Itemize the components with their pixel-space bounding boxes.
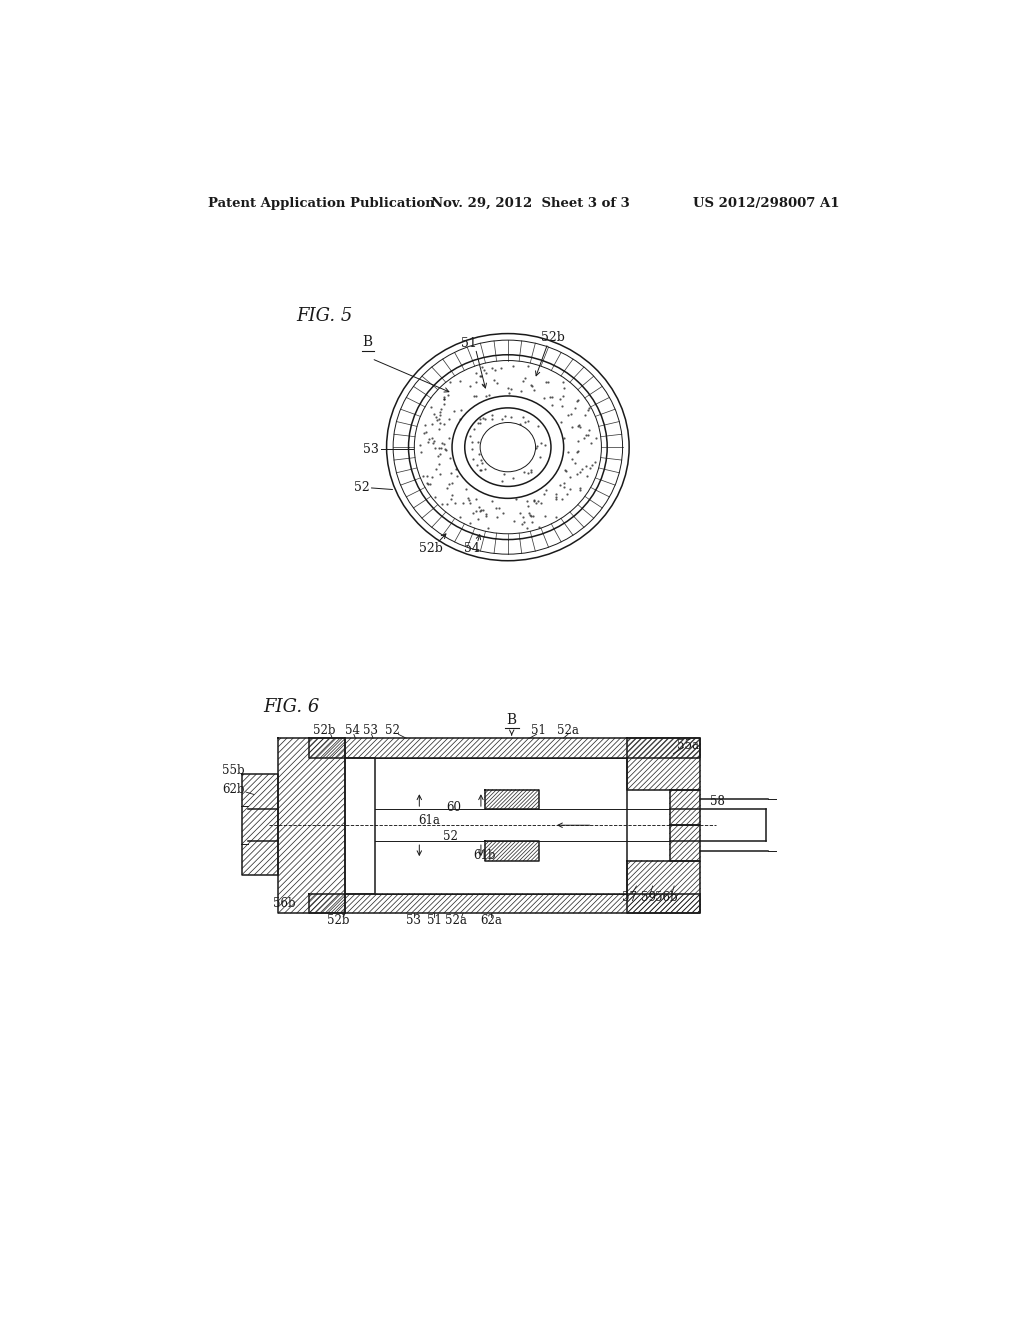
- Text: FIG. 6: FIG. 6: [263, 698, 319, 715]
- Text: US 2012/298007 A1: US 2012/298007 A1: [692, 197, 839, 210]
- Text: 52b: 52b: [328, 915, 350, 927]
- Text: 59: 59: [640, 891, 655, 904]
- Text: 61b: 61b: [473, 849, 496, 862]
- Text: 62a: 62a: [480, 915, 502, 927]
- Text: 51: 51: [462, 337, 477, 350]
- Text: 53: 53: [364, 723, 378, 737]
- Text: Patent Application Publication: Patent Application Publication: [208, 197, 434, 210]
- Text: 55a: 55a: [677, 739, 699, 751]
- Text: 52: 52: [442, 829, 458, 842]
- Text: FIG. 5: FIG. 5: [296, 308, 352, 325]
- Text: 57: 57: [622, 891, 637, 904]
- Text: 53: 53: [362, 444, 379, 455]
- Text: 54: 54: [345, 723, 359, 737]
- Text: 56b: 56b: [273, 898, 296, 911]
- Text: 51: 51: [531, 723, 546, 737]
- Text: 52: 52: [353, 482, 370, 495]
- Text: B: B: [362, 335, 373, 350]
- Text: 60: 60: [446, 801, 462, 814]
- Text: 56b: 56b: [655, 891, 678, 904]
- Text: 55b: 55b: [222, 764, 245, 777]
- Text: 53: 53: [407, 915, 422, 927]
- Text: 52b: 52b: [419, 541, 442, 554]
- Text: 61a: 61a: [419, 814, 440, 828]
- Text: 52b: 52b: [541, 330, 564, 343]
- Text: B: B: [507, 713, 517, 726]
- Text: 52: 52: [385, 723, 399, 737]
- Text: 54: 54: [464, 541, 479, 554]
- Text: 62b: 62b: [222, 783, 245, 796]
- Text: 58: 58: [710, 795, 724, 808]
- Text: 52a: 52a: [557, 723, 579, 737]
- Text: Nov. 29, 2012  Sheet 3 of 3: Nov. 29, 2012 Sheet 3 of 3: [431, 197, 630, 210]
- Text: 51: 51: [427, 915, 441, 927]
- Text: 52b: 52b: [313, 723, 336, 737]
- Text: 52a: 52a: [444, 915, 467, 927]
